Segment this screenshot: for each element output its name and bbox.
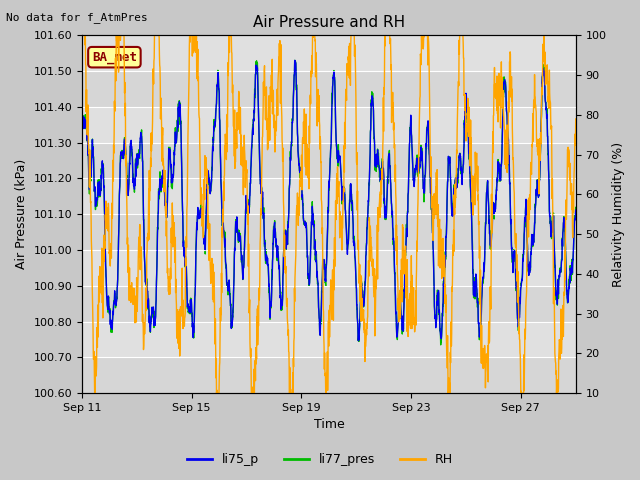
- Legend: li75_p, li77_pres, RH: li75_p, li77_pres, RH: [182, 448, 458, 471]
- Y-axis label: Air Pressure (kPa): Air Pressure (kPa): [15, 159, 28, 269]
- Text: No data for f_AtmPres: No data for f_AtmPres: [6, 12, 148, 23]
- Title: Air Pressure and RH: Air Pressure and RH: [253, 15, 405, 30]
- Bar: [82, 71, 576, 107]
- Bar: [82, 143, 576, 179]
- Bar: [82, 214, 576, 250]
- Text: BA_met: BA_met: [92, 51, 137, 64]
- Bar: [82, 357, 576, 393]
- X-axis label: Time: Time: [314, 419, 344, 432]
- Y-axis label: Relativity Humidity (%): Relativity Humidity (%): [612, 142, 625, 287]
- Bar: [82, 286, 576, 322]
